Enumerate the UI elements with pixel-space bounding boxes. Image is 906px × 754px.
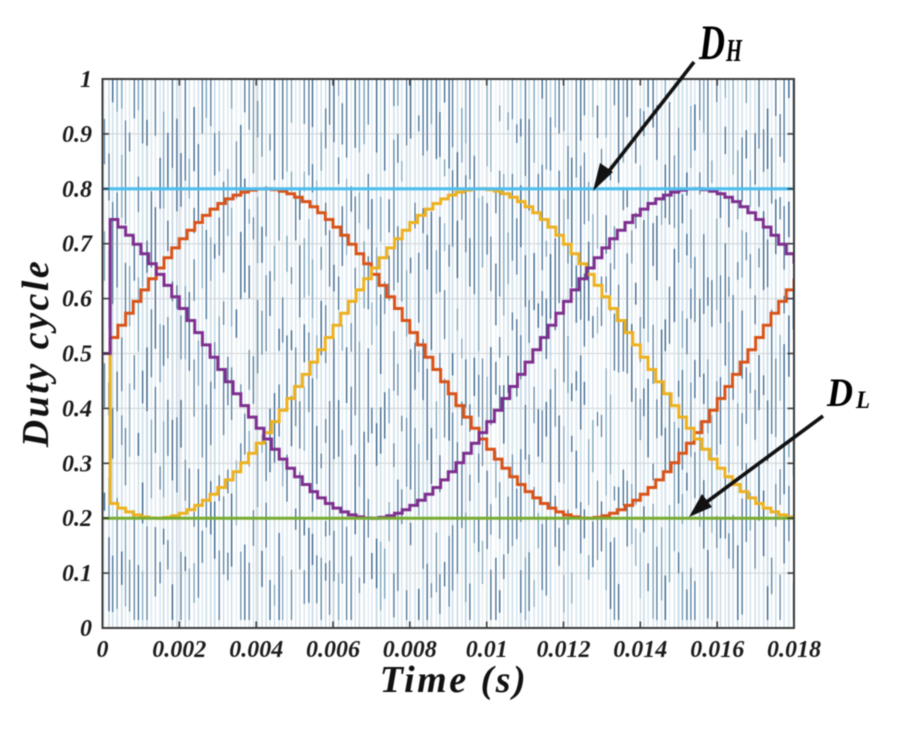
svg-text:0.5: 0.5	[62, 342, 92, 368]
svg-text:0.9: 0.9	[62, 122, 92, 148]
svg-text:0: 0	[97, 637, 109, 663]
svg-text:D: D	[698, 14, 725, 70]
svg-text:0.6: 0.6	[62, 287, 92, 313]
svg-text:0.3: 0.3	[62, 451, 92, 477]
svg-text:0.016: 0.016	[690, 637, 744, 663]
svg-text:0.2: 0.2	[62, 506, 92, 532]
svg-text:0.004: 0.004	[229, 637, 283, 663]
svg-text:H: H	[725, 32, 742, 68]
svg-text:0.002: 0.002	[152, 637, 206, 663]
svg-text:0.01: 0.01	[466, 637, 508, 663]
svg-text:0.7: 0.7	[62, 232, 93, 258]
svg-text:D: D	[826, 370, 853, 415]
svg-text:0.1: 0.1	[62, 561, 92, 587]
svg-text:0.8: 0.8	[62, 177, 92, 203]
svg-text:0.014: 0.014	[613, 637, 667, 663]
svg-text:0.4: 0.4	[62, 396, 92, 422]
svg-text:Duty cycle: Duty cycle	[15, 259, 57, 449]
svg-text:0.008: 0.008	[383, 637, 437, 663]
svg-text:1: 1	[80, 67, 92, 93]
svg-text:0: 0	[80, 616, 92, 642]
svg-text:0.012: 0.012	[537, 637, 591, 663]
svg-text:0.006: 0.006	[306, 637, 360, 663]
svg-text:0.018: 0.018	[767, 637, 821, 663]
svg-text:Time (s): Time (s)	[380, 659, 528, 701]
svg-text:L: L	[855, 387, 870, 414]
